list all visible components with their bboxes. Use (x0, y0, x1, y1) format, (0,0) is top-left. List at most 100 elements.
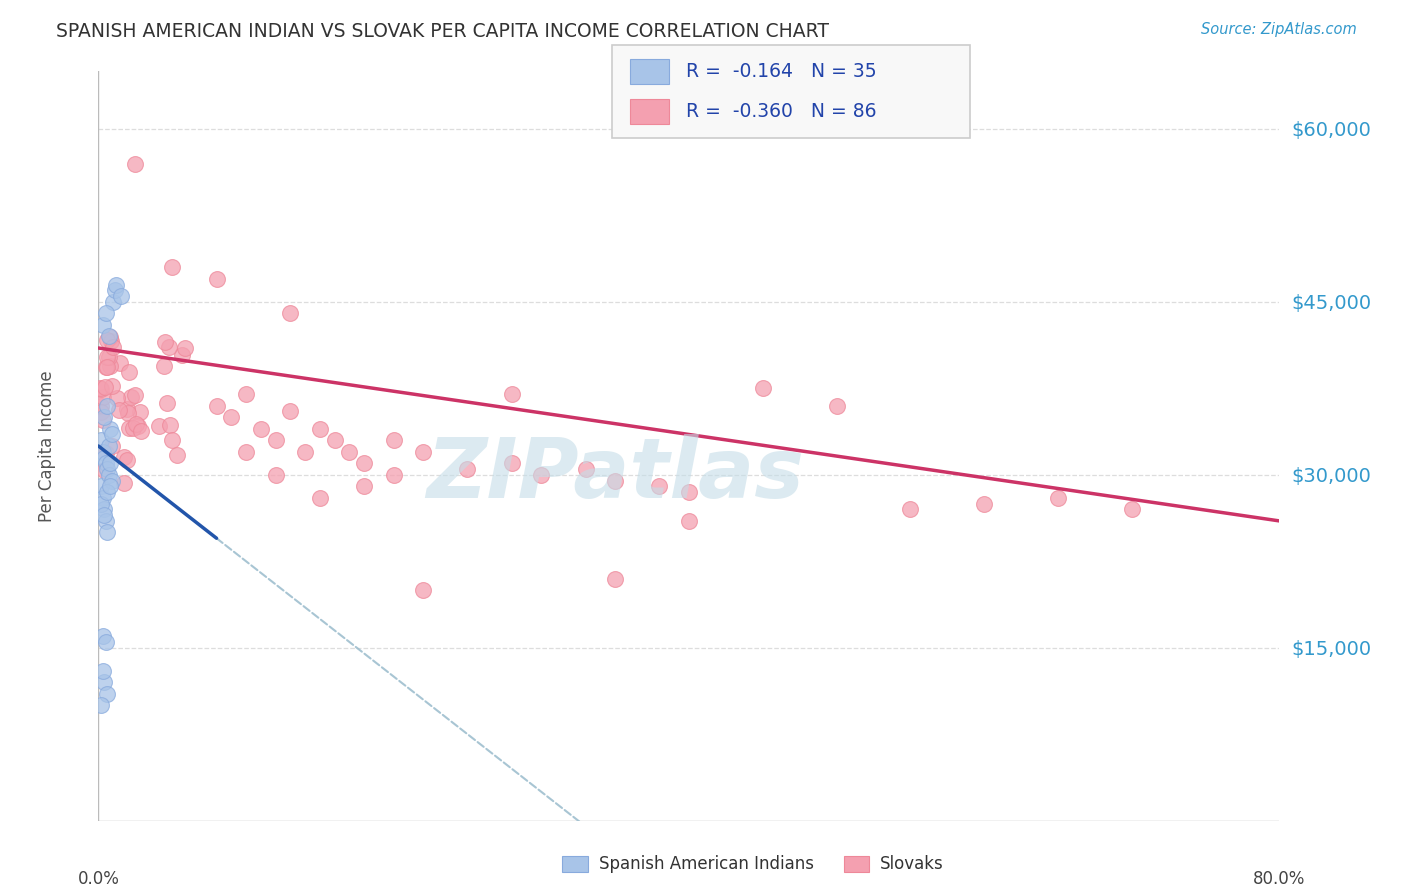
Point (112, 475, 135, 490)
Point (309, 422, 332, 436)
Point (117, 365, 139, 379)
Point (93, 502, 115, 516)
Point (94, 306, 117, 320)
Point (120, 390, 142, 404)
Point (101, 379, 124, 393)
Point (98, 479, 121, 493)
Point (93, 450, 115, 465)
Point (91, 629, 114, 643)
Point (96, 351, 118, 365)
Point (97, 439, 120, 453)
Point (91, 413, 114, 427)
Point (96, 525, 118, 540)
Text: Source: ZipAtlas.com: Source: ZipAtlas.com (1201, 22, 1357, 37)
Point (129, 424, 152, 438)
Point (457, 462, 479, 476)
Text: 80.0%: 80.0% (1253, 870, 1306, 888)
Point (97, 329, 120, 343)
Point (97, 351, 120, 365)
Point (90, 382, 112, 396)
Point (309, 491, 332, 505)
Point (100, 427, 122, 442)
Point (91, 318, 114, 332)
Text: Per Capita Income: Per Capita Income (38, 370, 56, 522)
Point (98, 456, 121, 470)
Point (323, 434, 346, 448)
Point (148, 419, 170, 434)
Point (353, 479, 375, 493)
Point (94, 446, 117, 460)
Point (162, 434, 183, 448)
Point (101, 439, 124, 453)
Point (90, 698, 112, 713)
Point (678, 514, 700, 528)
Point (98, 330, 121, 344)
Point (94, 635, 117, 649)
Point (353, 456, 375, 470)
Point (235, 387, 257, 401)
Point (412, 444, 434, 458)
Point (235, 444, 257, 458)
Point (900, 502, 922, 516)
Point (110, 289, 132, 303)
Point (90, 434, 112, 448)
Point (264, 467, 287, 482)
Point (93, 390, 115, 404)
Point (118, 421, 141, 435)
Point (108, 356, 131, 370)
Point (129, 405, 152, 419)
Point (96, 360, 118, 375)
Point (159, 340, 181, 354)
Point (91, 664, 114, 678)
Point (752, 381, 775, 395)
Point (530, 467, 553, 482)
Point (101, 340, 124, 354)
Point (122, 420, 145, 434)
Point (152, 359, 174, 374)
Point (412, 583, 434, 598)
Point (98, 359, 121, 374)
Point (1121, 502, 1143, 516)
Point (973, 497, 995, 511)
Text: SPANISH AMERICAN INDIAN VS SLOVAK PER CAPITA INCOME CORRELATION CHART: SPANISH AMERICAN INDIAN VS SLOVAK PER CA… (56, 22, 830, 41)
Text: ZIPatlas: ZIPatlas (426, 434, 804, 516)
Point (96, 333, 118, 347)
Point (575, 462, 598, 476)
Point (117, 452, 139, 467)
Point (294, 444, 316, 458)
Point (170, 348, 193, 362)
Point (125, 417, 148, 432)
Point (280, 404, 302, 418)
Point (100, 334, 122, 349)
Point (100, 474, 122, 488)
Point (94, 380, 117, 394)
Point (91, 491, 114, 505)
Point (250, 422, 273, 436)
Point (825, 399, 848, 413)
Point (339, 444, 361, 458)
Point (97, 467, 120, 482)
Point (90, 405, 112, 419)
Point (127, 419, 149, 434)
Point (264, 434, 287, 448)
Point (205, 272, 228, 286)
Point (96, 485, 118, 500)
Point (678, 485, 700, 500)
Point (382, 467, 405, 482)
Point (94, 514, 117, 528)
Text: R =  -0.164   N = 35: R = -0.164 N = 35 (686, 62, 877, 81)
Point (94, 456, 117, 470)
Point (96, 462, 118, 476)
Point (90, 479, 112, 493)
Point (93, 508, 115, 523)
Text: Spanish American Indians: Spanish American Indians (599, 855, 814, 873)
Point (153, 335, 176, 350)
Point (605, 572, 627, 586)
Point (205, 399, 228, 413)
Point (105, 277, 128, 292)
Point (89, 381, 111, 395)
Point (105, 391, 128, 405)
Point (501, 456, 523, 470)
Point (648, 479, 671, 493)
Point (382, 434, 405, 448)
